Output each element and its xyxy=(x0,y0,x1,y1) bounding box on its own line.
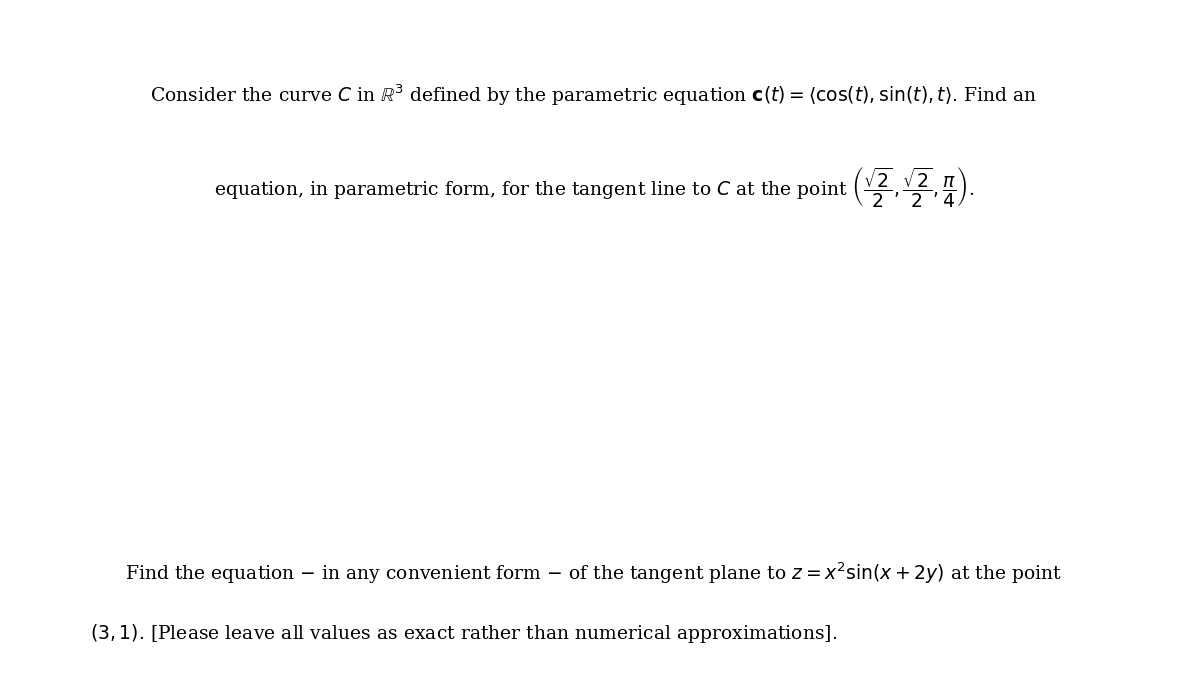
Text: equation, in parametric form, for the tangent line to $C$ at the point $\left(\d: equation, in parametric form, for the ta… xyxy=(214,164,974,209)
Text: $(3, 1)$. [Please leave all values as exact rather than numerical approximations: $(3, 1)$. [Please leave all values as ex… xyxy=(90,622,838,646)
Text: Find the equation $-$ in any convenient form $-$ of the tangent plane to $z = x^: Find the equation $-$ in any convenient … xyxy=(126,561,1062,586)
Text: Consider the curve $C$ in $\mathbb{R}^3$ defined by the parametric equation $\ma: Consider the curve $C$ in $\mathbb{R}^3$… xyxy=(151,82,1037,107)
